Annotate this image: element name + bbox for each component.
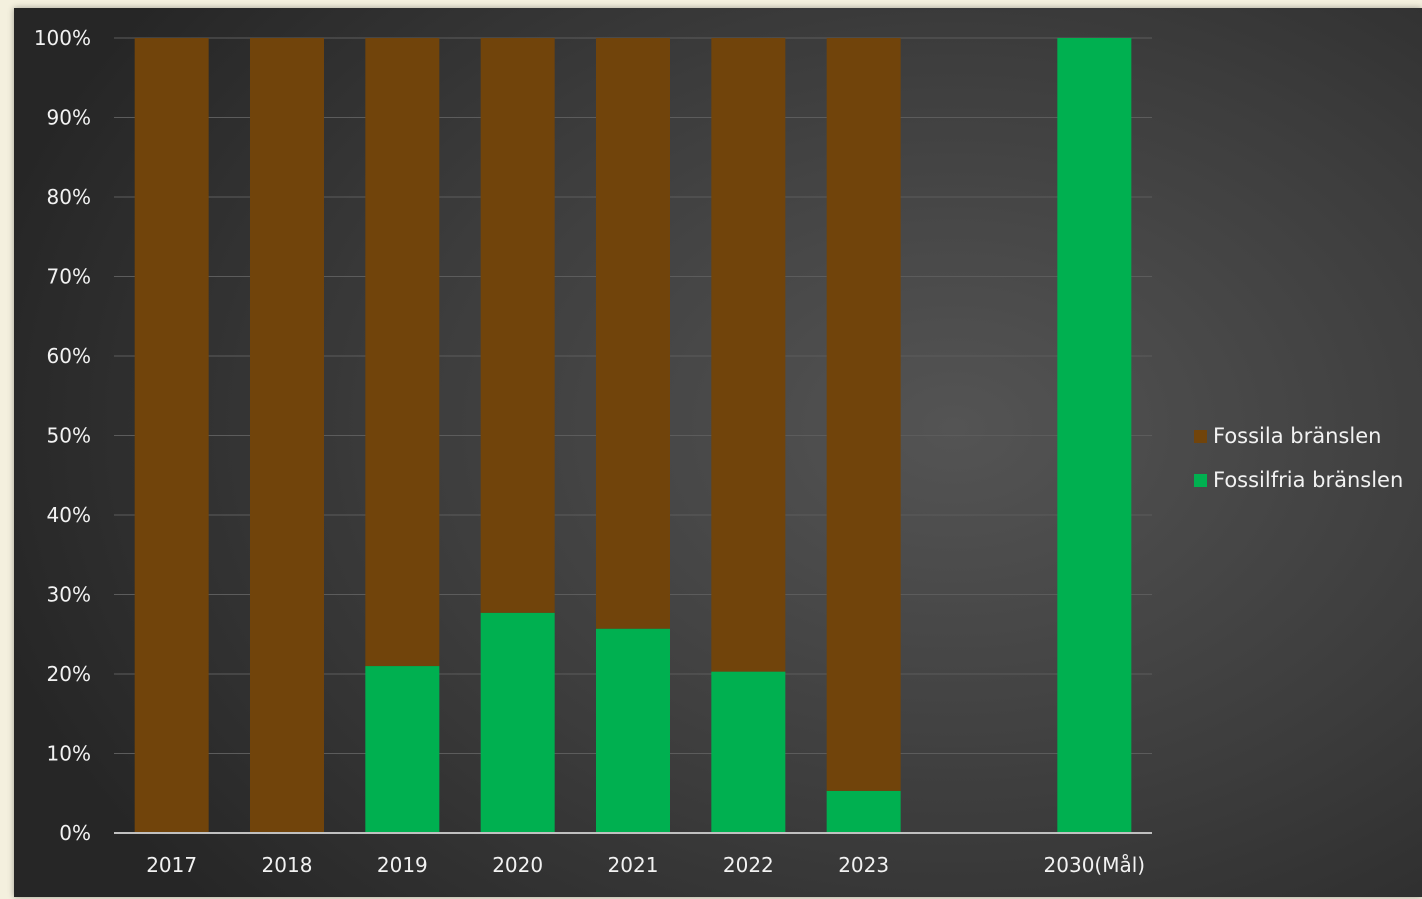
y-tick-label: 0%	[59, 821, 91, 845]
y-tick-label: 50%	[47, 424, 91, 448]
x-tick-label: 2020	[492, 853, 543, 877]
bar-fossila	[826, 38, 901, 791]
x-tick-label: 2018	[262, 853, 313, 877]
chart-panel: 0% 10% 20% 30% 40% 50% 60% 70% 80% 90% 100% 2017 20…	[14, 8, 1422, 897]
x-tick-label: 2021	[608, 853, 659, 877]
legend-label-fossilfria: Fossilfria bränslen	[1213, 468, 1404, 492]
bar-fossilfria	[596, 628, 670, 833]
y-tick-label: 20%	[47, 662, 91, 686]
bar-fossila	[365, 38, 440, 667]
x-tick-label: 2022	[723, 853, 774, 877]
legend-swatch-fossila	[1194, 429, 1207, 443]
legend-item-fossilfria: Fossilfria bränslen	[1194, 458, 1403, 502]
bar-fossilfria	[711, 671, 786, 833]
legend-swatch-fossilfria	[1194, 473, 1207, 487]
y-tick-label: 90%	[47, 106, 91, 130]
y-tick-label: 10%	[47, 742, 91, 766]
legend-item-fossila: Fossila bränslen	[1194, 414, 1403, 458]
bar-fossila	[596, 38, 670, 629]
y-tick-label: 40%	[47, 503, 91, 527]
bar-fossilfria	[826, 790, 901, 833]
bar-fossilfria	[1057, 38, 1132, 833]
bars	[134, 38, 1132, 833]
bar-fossilfria	[365, 666, 440, 833]
bar-fossila	[480, 38, 555, 613]
x-axis-tick-labels: 2017 2018 2019 2020 2021 2022 2023 2030(Mål)	[146, 853, 1145, 877]
bar-fossila	[711, 38, 786, 672]
legend: Fossila bränslen Fossilfria bränslen	[1194, 414, 1403, 502]
y-tick-label: 30%	[47, 583, 91, 607]
y-tick-label: 60%	[47, 344, 91, 368]
y-tick-label: 70%	[47, 265, 91, 289]
y-tick-label: 80%	[47, 185, 91, 209]
bar-fossilfria	[480, 612, 555, 833]
legend-label-fossila: Fossila bränslen	[1213, 424, 1382, 448]
bar-fossila	[250, 38, 324, 833]
x-tick-label: 2023	[838, 853, 889, 877]
x-tick-label: 2017	[146, 853, 197, 877]
chart-svg: 0%10%20%30%40%50%60%70%80%90%100% 2017 20…	[34, 26, 1152, 877]
y-axis-tick-labels: 0% 10% 20% 30% 40% 50% 60% 70% 80% 90% 100%	[34, 26, 91, 845]
x-tick-label: 2019	[377, 853, 428, 877]
y-tick-label: 100%	[34, 26, 91, 50]
bar-fossila	[134, 38, 209, 833]
x-tick-label: 2030(Mål)	[1044, 853, 1146, 877]
